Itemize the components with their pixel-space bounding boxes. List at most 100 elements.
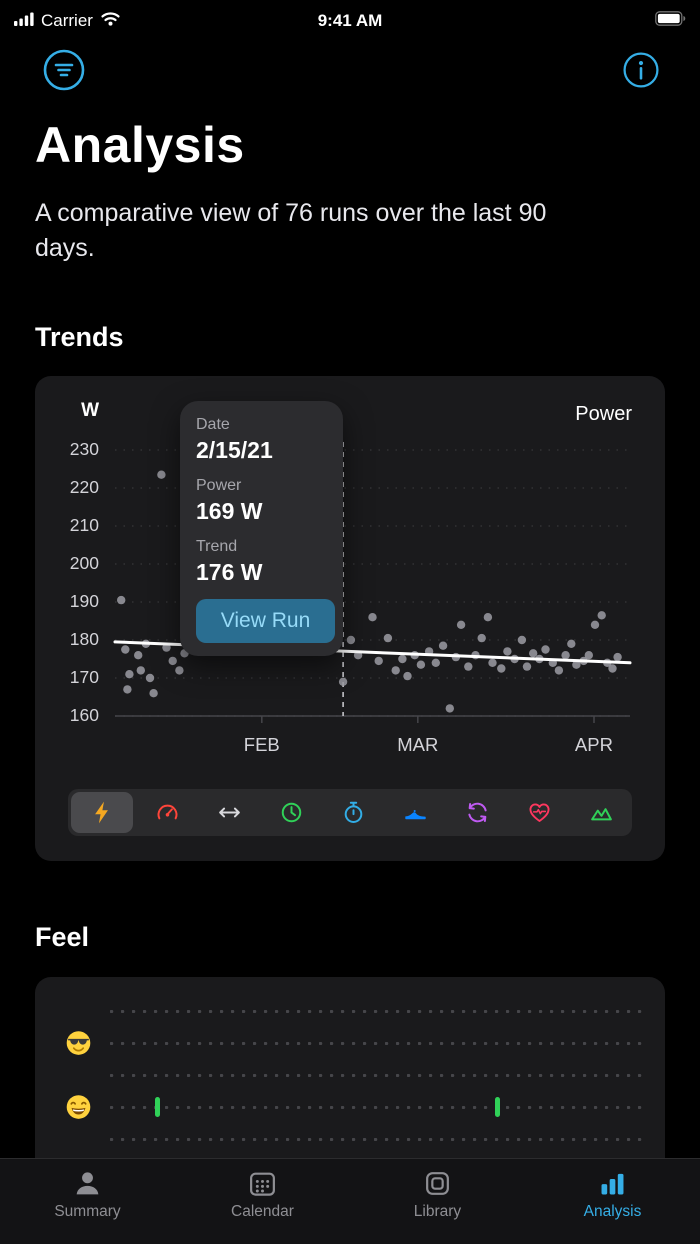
data-point[interactable]	[503, 647, 512, 656]
filter-button[interactable]	[42, 48, 86, 92]
battery-icon	[655, 11, 686, 31]
data-point[interactable]	[368, 613, 377, 622]
data-point[interactable]	[590, 620, 600, 629]
tooltip-power-value: 169 W	[196, 498, 263, 524]
status-bar: Carrier 9:41 AM	[0, 0, 700, 36]
data-point[interactable]	[561, 651, 570, 660]
data-point[interactable]	[117, 595, 126, 605]
tempo-metric-button[interactable]	[322, 789, 384, 836]
view-run-button[interactable]: View Run	[196, 599, 335, 643]
data-point[interactable]	[403, 671, 412, 681]
data-point[interactable]	[567, 639, 576, 648]
data-point[interactable]	[456, 620, 466, 629]
distance-icon	[218, 807, 240, 818]
data-point[interactable]	[431, 658, 440, 667]
tab-calendar[interactable]: Calendar	[175, 1168, 350, 1244]
feel-emoji-grin	[65, 1094, 92, 1121]
data-point[interactable]	[134, 651, 143, 660]
data-point[interactable]	[517, 635, 527, 645]
data-point[interactable]	[608, 664, 617, 673]
series-label: Power	[575, 403, 632, 425]
trends-section-title: Trends	[35, 322, 124, 352]
tab-label: Library	[413, 1203, 462, 1220]
heart-rate-metric-button[interactable]	[508, 789, 570, 836]
y-tick-label: 190	[69, 591, 99, 611]
distance-metric-button[interactable]	[198, 789, 260, 836]
tooltip-trend-label: Trend	[196, 538, 238, 555]
data-point[interactable]	[145, 673, 155, 683]
data-point[interactable]	[497, 664, 506, 673]
run-tooltip: Date 2/15/21 Power 169 W Trend 176 W Vie…	[180, 401, 343, 656]
cadence-metric-button[interactable]	[446, 789, 508, 836]
info-button[interactable]	[622, 51, 660, 89]
tab-library[interactable]: Library	[350, 1168, 525, 1244]
data-point[interactable]	[483, 613, 493, 622]
data-point[interactable]	[554, 666, 564, 675]
status-right	[655, 11, 686, 31]
data-point[interactable]	[338, 677, 348, 686]
data-point[interactable]	[416, 660, 426, 669]
tab-label: Analysis	[583, 1203, 642, 1220]
data-point[interactable]	[541, 645, 550, 654]
data-point[interactable]	[391, 666, 400, 675]
duration-metric-button[interactable]	[260, 789, 322, 836]
tooltip-power-label: Power	[196, 477, 242, 494]
data-point[interactable]	[488, 658, 497, 667]
status-left: Carrier	[14, 11, 121, 31]
data-point[interactable]	[383, 633, 393, 643]
data-point[interactable]	[584, 651, 593, 660]
top-toolbar	[0, 48, 700, 92]
duration-icon	[281, 802, 301, 823]
data-point[interactable]	[438, 641, 448, 650]
tab-analysis[interactable]: Analysis	[525, 1168, 700, 1244]
shoes-metric-button[interactable]	[384, 789, 446, 836]
feel-run-mark[interactable]	[494, 1097, 500, 1117]
y-tick-label: 210	[69, 515, 99, 535]
data-point[interactable]	[597, 611, 606, 620]
tab-label: Summary	[54, 1203, 121, 1220]
data-point[interactable]	[374, 656, 383, 666]
data-point[interactable]	[125, 670, 134, 679]
carrier-label: Carrier	[41, 11, 93, 30]
data-point[interactable]	[398, 654, 407, 664]
pace-metric-button[interactable]	[136, 789, 198, 836]
feel-run-mark[interactable]	[155, 1097, 161, 1117]
bars-icon	[601, 1173, 624, 1195]
data-point[interactable]	[613, 652, 622, 662]
data-point[interactable]	[346, 635, 356, 645]
y-tick-label: 160	[69, 705, 99, 725]
data-point[interactable]	[149, 689, 158, 698]
data-point[interactable]	[464, 662, 473, 671]
y-tick-label: 170	[69, 667, 99, 687]
tooltip-date-label: Date	[196, 416, 230, 433]
metric-selector	[68, 789, 632, 836]
shoes-icon	[404, 810, 426, 820]
info-icon	[623, 52, 659, 88]
feel-gridline	[110, 1074, 643, 1077]
data-point[interactable]	[121, 645, 130, 654]
power-metric-button[interactable]	[71, 792, 133, 833]
data-point[interactable]	[572, 660, 581, 669]
trends-card: W Power 230 220 210 200 190 180 170 160 FEB MAR A…	[35, 376, 665, 861]
elevation-icon	[590, 808, 612, 821]
data-point[interactable]	[445, 704, 454, 713]
tab-summary[interactable]: Summary	[0, 1168, 175, 1244]
data-point[interactable]	[175, 666, 184, 675]
data-point[interactable]	[522, 662, 532, 671]
wifi-icon	[100, 11, 121, 31]
data-point[interactable]	[157, 470, 166, 479]
data-point[interactable]	[168, 656, 177, 666]
person-icon	[76, 1172, 99, 1195]
power-icon	[94, 801, 108, 824]
data-point[interactable]	[123, 685, 132, 694]
library-icon	[426, 1172, 449, 1195]
data-point[interactable]	[136, 666, 145, 675]
data-point[interactable]	[529, 649, 538, 658]
feel-gridline	[110, 1042, 643, 1045]
elevation-metric-button[interactable]	[570, 789, 632, 836]
data-point[interactable]	[477, 633, 486, 643]
cadence-icon	[467, 802, 487, 823]
heart-rate-icon	[529, 803, 549, 822]
tab-bar: Summary Calendar Library Analysis	[0, 1158, 700, 1244]
